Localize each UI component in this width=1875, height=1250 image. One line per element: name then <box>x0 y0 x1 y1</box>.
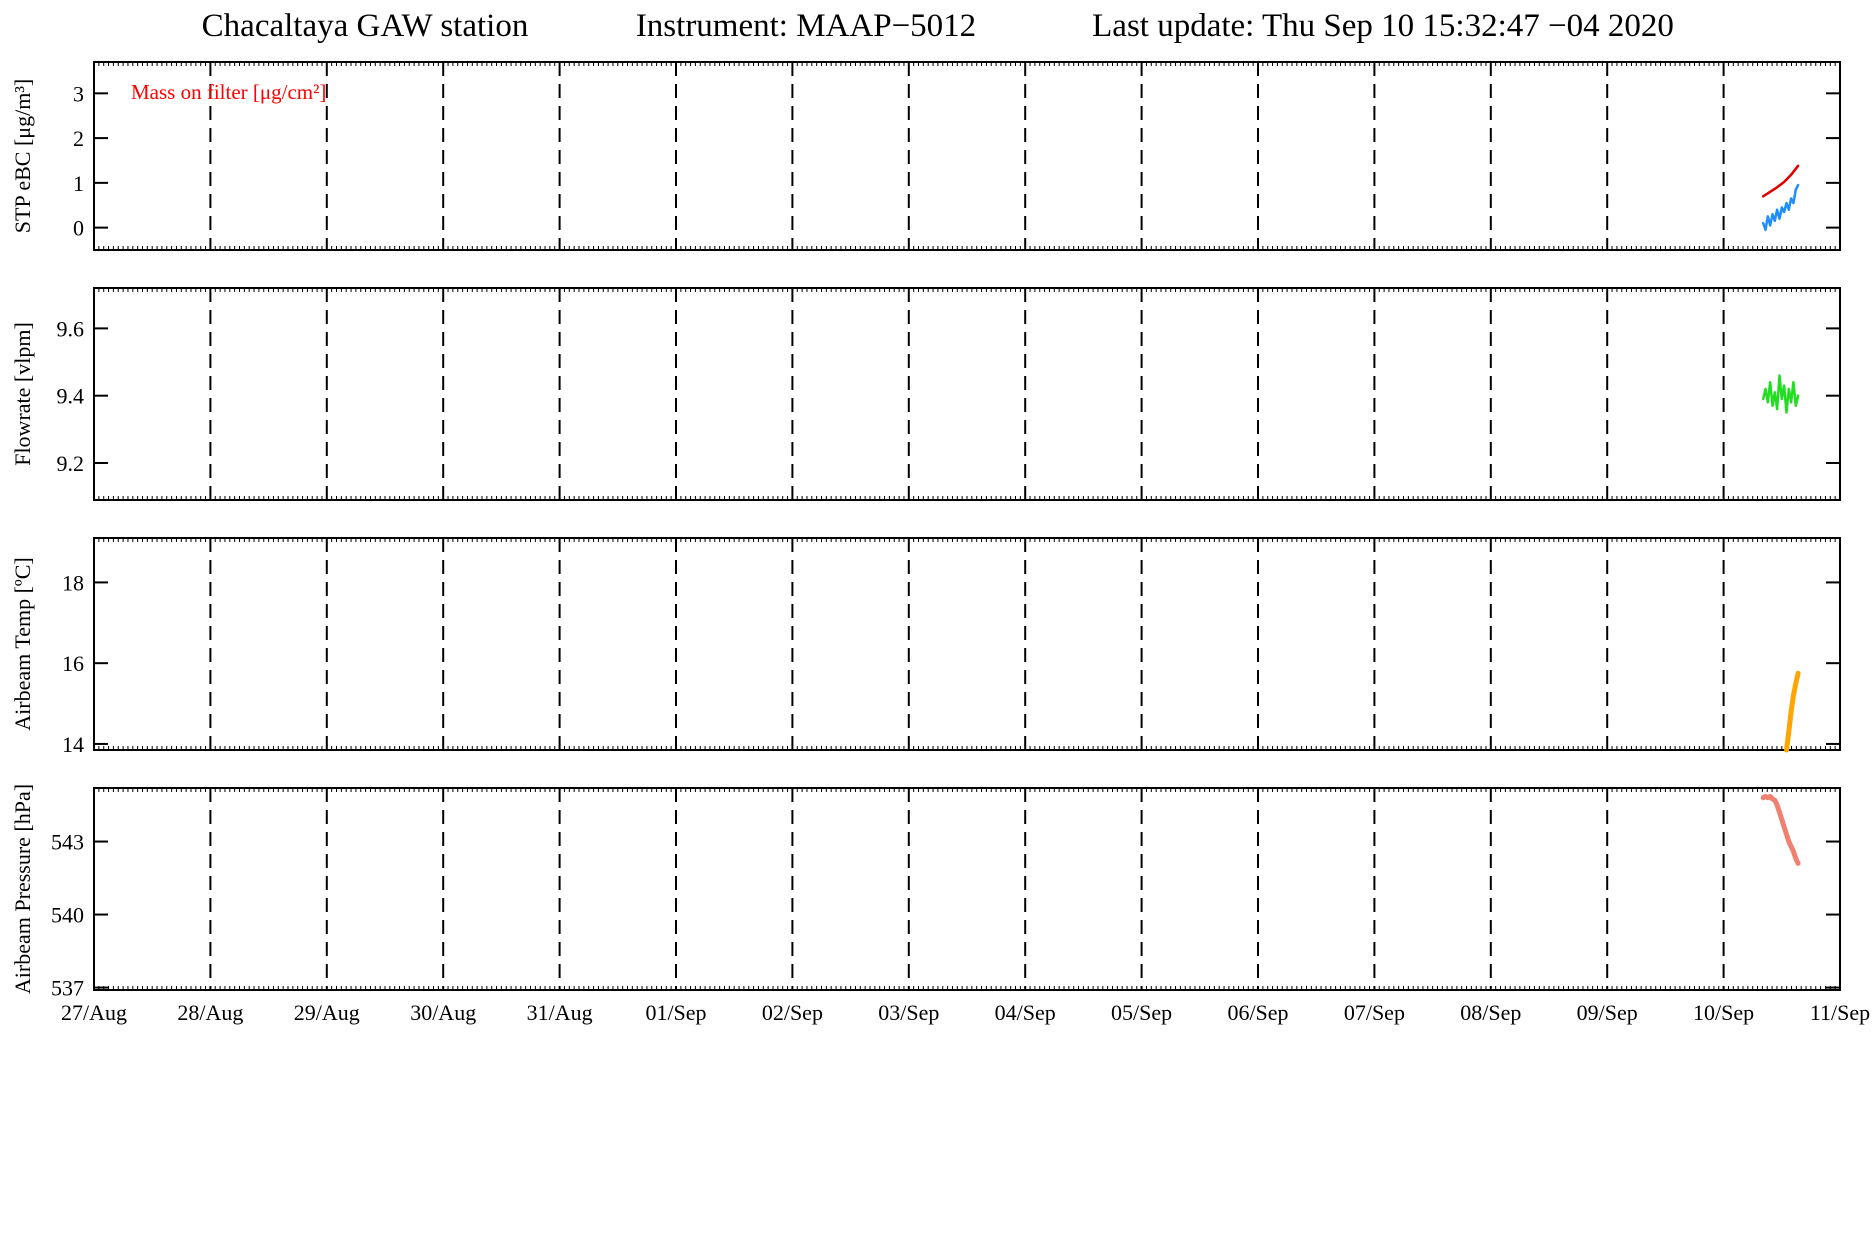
x-tick-label: 06/Sep <box>1227 1000 1288 1025</box>
x-tick-label: 08/Sep <box>1460 1000 1521 1025</box>
x-tick-label: 29/Aug <box>294 1000 360 1025</box>
series-line-1 <box>1760 794 1801 866</box>
x-tick-label: 28/Aug <box>177 1000 243 1025</box>
x-tick-label: 31/Aug <box>527 1000 593 1025</box>
y-tick-label: 540 <box>51 903 84 928</box>
y-tick-label: 9.6 <box>57 316 85 341</box>
y-tick-label: 1 <box>73 171 84 196</box>
x-tick-label: 10/Sep <box>1693 1000 1754 1025</box>
y-axis-label: STP eBC [μg/m³] <box>10 79 35 233</box>
y-tick-label: 14 <box>62 732 84 757</box>
x-tick-label: 05/Sep <box>1111 1000 1172 1025</box>
y-axis-label: Flowrate [vlpm] <box>10 322 35 466</box>
header-instrument: Instrument: MAAP−5012 <box>636 8 976 44</box>
y-tick-label: 2 <box>73 126 84 151</box>
y-tick-label: 537 <box>51 976 84 1001</box>
y-tick-label: 543 <box>51 830 84 855</box>
panel-3: 14 16 18 Airbeam Temp [ºC] <box>10 537 1841 757</box>
x-tick-label: 07/Sep <box>1344 1000 1405 1025</box>
y-axis-label: Airbeam Pressure [hPa] <box>10 784 35 994</box>
panel-2: 9.2 9.4 9.6 Flowrate [vlpm] <box>10 287 1841 501</box>
panel-frame <box>93 537 1841 751</box>
panel-frame <box>93 61 1841 251</box>
y-axis-label: Airbeam Temp [ºC] <box>10 557 35 731</box>
x-tick-label: 01/Sep <box>645 1000 706 1025</box>
panel-1: 0 1 2 3 STP eBC [μg/m³] Mass on filter [μg/cm… <box>10 61 1841 251</box>
x-tick-label: 03/Sep <box>878 1000 939 1025</box>
series-line-2 <box>1761 164 1800 198</box>
series-line-1 <box>1761 374 1800 414</box>
panel-4: 537 540 543 Airbeam Pressure [hPa] <box>10 784 1841 1001</box>
y-tick-label: 18 <box>62 570 84 595</box>
panel-frame <box>93 287 1841 501</box>
x-tick-label: 27/Aug <box>61 1000 127 1025</box>
series-line-1 <box>1761 183 1800 232</box>
plot-area: 0 1 2 3 STP eBC [μg/m³] Mass on filter [μg/cm… <box>10 61 1870 1025</box>
x-tick-label: 04/Sep <box>995 1000 1056 1025</box>
x-tick-label: 11/Sep <box>1810 1000 1870 1025</box>
header-station: Chacaltaya GAW station <box>202 8 529 44</box>
x-tick-label: 09/Sep <box>1577 1000 1638 1025</box>
y-tick-label: 0 <box>73 216 84 241</box>
series-line-1 <box>1784 670 1801 753</box>
y-tick-label: 3 <box>73 81 84 106</box>
y-tick-label: 16 <box>62 651 84 676</box>
annotation-label: Mass on filter [μg/cm²] <box>131 80 326 104</box>
panel-frame <box>93 787 1841 991</box>
x-tick-label: 30/Aug <box>410 1000 476 1025</box>
y-tick-label: 9.2 <box>57 451 85 476</box>
x-tick-label: 02/Sep <box>762 1000 823 1025</box>
header-last-update: Last update: Thu Sep 10 15:32:47 −04 202… <box>1092 8 1674 44</box>
y-tick-label: 9.4 <box>57 384 85 409</box>
